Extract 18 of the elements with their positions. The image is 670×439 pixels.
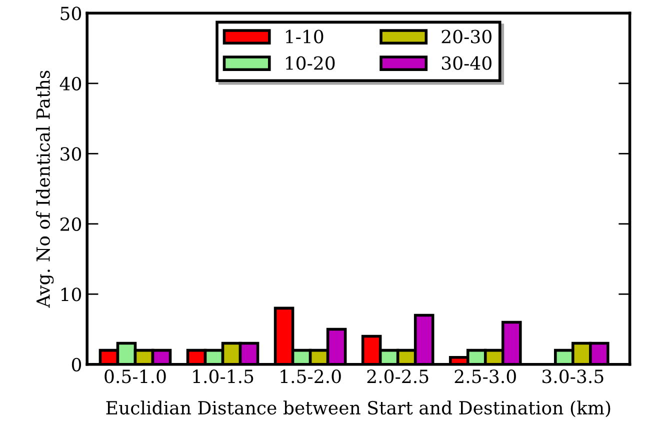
y-tick-label: 20: [60, 217, 82, 232]
y-tick-label: 30: [60, 147, 82, 161]
x-tick-label: 0.5-1.0: [104, 370, 166, 384]
x-tick-label: 2.5-3.0: [454, 370, 516, 384]
y-tick-label: 40: [60, 76, 82, 91]
x-tick-label: 3.0-3.5: [542, 370, 604, 384]
legend-label: 30-40: [442, 56, 492, 70]
x-tick-label: 1.5-2.0: [280, 370, 341, 384]
y-tick-label: 0: [72, 358, 82, 372]
x-axis-title: Euclidian Distance between Start and Destination (km): [106, 400, 610, 418]
y-tick-label: 50: [60, 6, 82, 20]
x-tick-label: 2.0-2.5: [367, 370, 428, 384]
y-axis-title: Avg. No of Identical Paths: [36, 70, 54, 308]
legend-label: 20-30: [442, 30, 492, 44]
legend-label: 1-10: [286, 30, 324, 44]
legend-label: 10-20: [286, 56, 335, 70]
x-tick-label: 1.0-1.5: [193, 370, 254, 384]
y-tick-label: 10: [61, 288, 82, 302]
